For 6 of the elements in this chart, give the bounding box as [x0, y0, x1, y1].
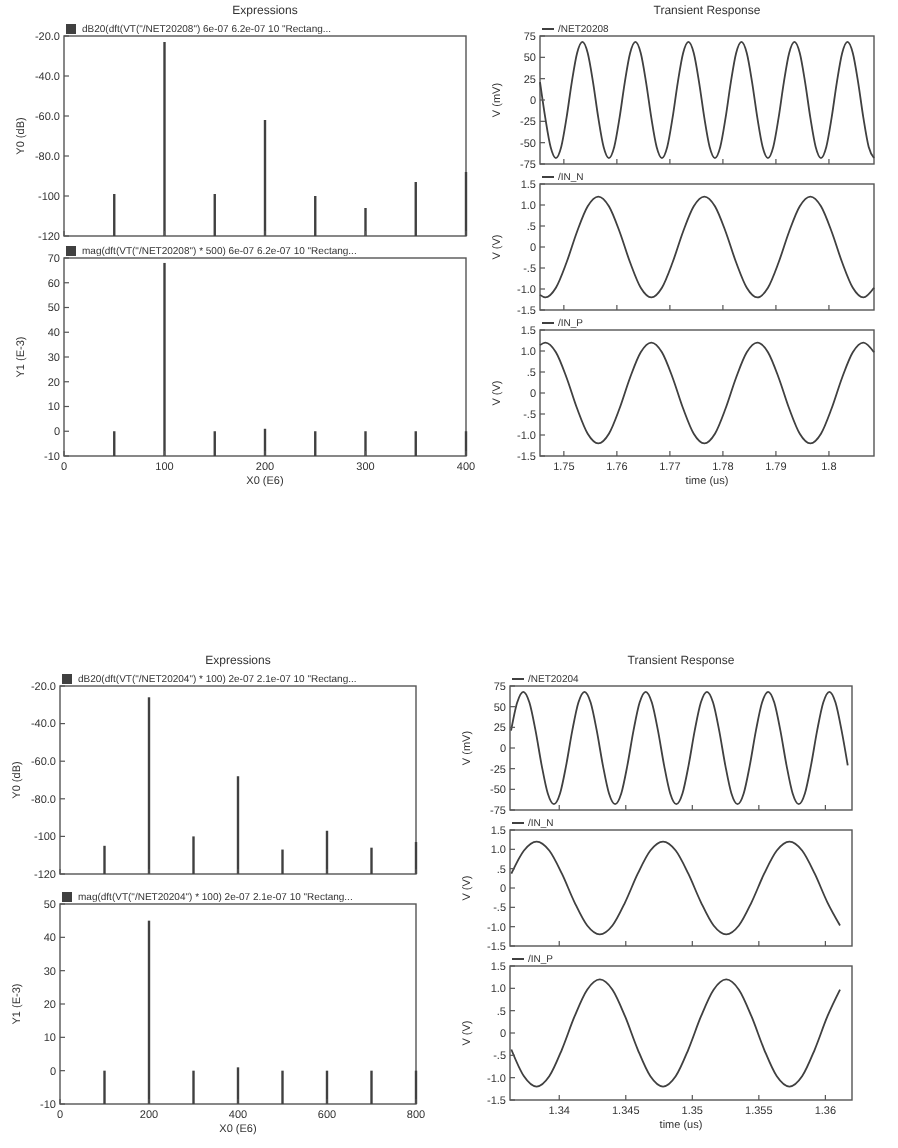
line-series — [539, 41, 875, 159]
line-series — [539, 195, 875, 299]
line-series — [510, 690, 849, 806]
line-series — [510, 840, 841, 936]
line-series — [510, 978, 841, 1088]
line-series — [539, 341, 875, 445]
